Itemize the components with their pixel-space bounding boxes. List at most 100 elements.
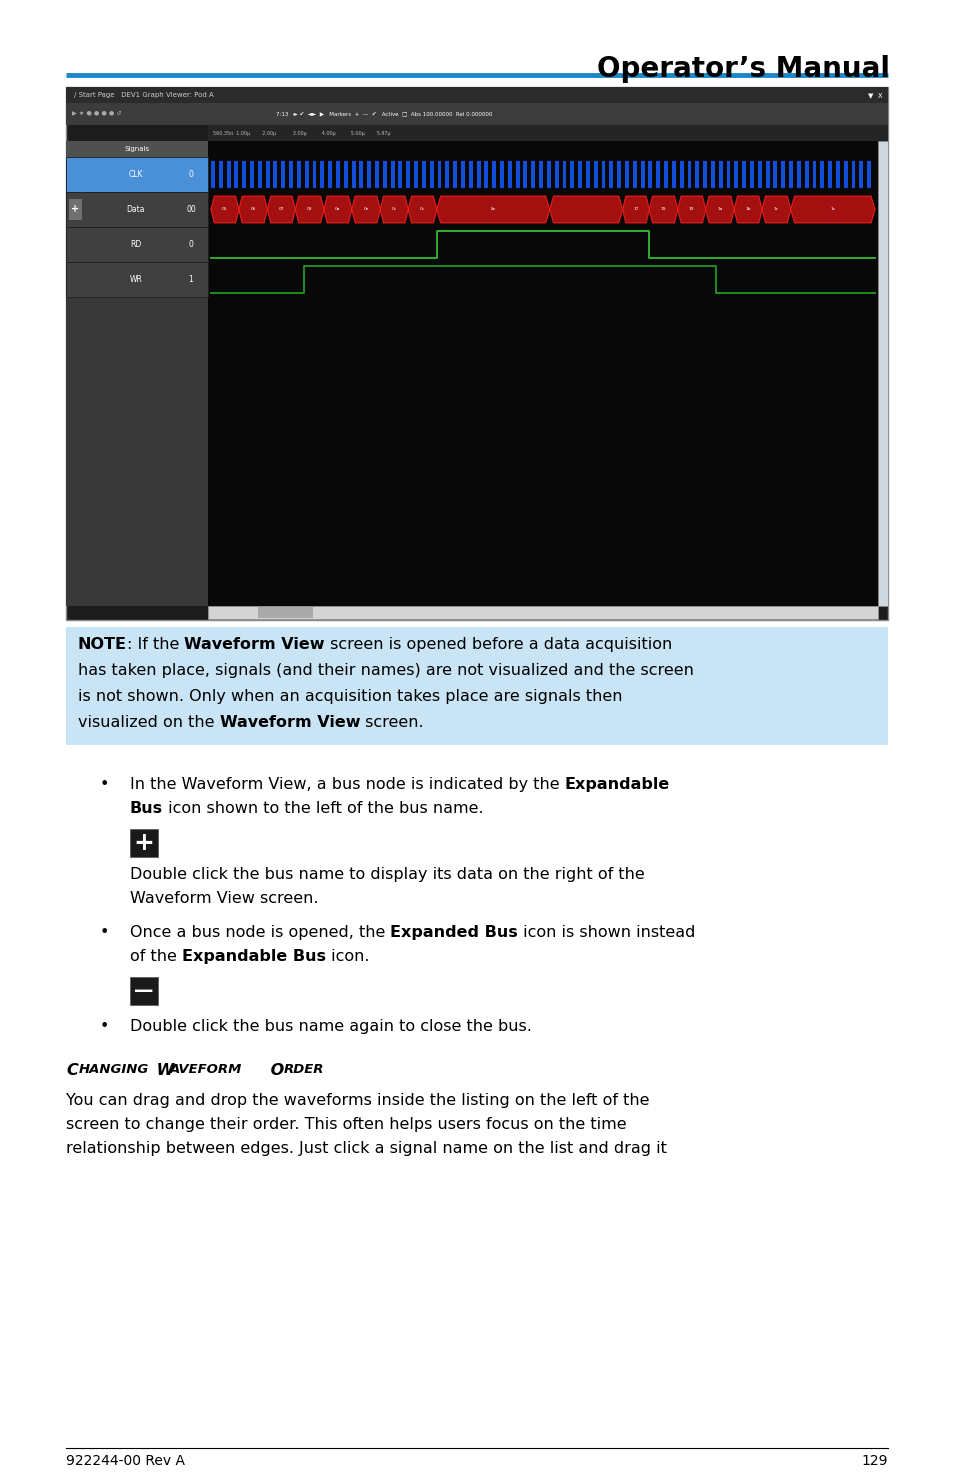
Polygon shape — [549, 196, 622, 223]
Text: You can drag and drop the waveforms inside the listing on the left of the: You can drag and drop the waveforms insi… — [66, 1093, 649, 1108]
Bar — [803, 161, 808, 187]
Bar — [304, 161, 309, 187]
Text: CLK: CLK — [129, 170, 143, 178]
Text: / Start Page   DEV1 Graph Viewer: Pod A: / Start Page DEV1 Graph Viewer: Pod A — [74, 91, 213, 97]
Text: has taken place, signals (and their names) are not visualized and the screen: has taken place, signals (and their name… — [78, 662, 693, 678]
Bar — [211, 161, 214, 187]
Bar — [546, 161, 550, 187]
Bar — [296, 161, 300, 187]
Bar — [523, 161, 527, 187]
Text: 0e: 0e — [363, 208, 369, 211]
Bar — [788, 161, 792, 187]
Bar — [234, 161, 238, 187]
Bar — [562, 161, 566, 187]
Text: screen.: screen. — [359, 715, 423, 730]
Bar — [507, 161, 511, 187]
Bar — [359, 161, 363, 187]
Text: 8z: 8z — [490, 208, 496, 211]
Bar — [242, 161, 246, 187]
Bar — [531, 161, 535, 187]
Bar — [66, 87, 887, 103]
Bar — [499, 161, 503, 187]
Bar — [601, 161, 605, 187]
Text: Expanded Bus: Expanded Bus — [390, 925, 517, 940]
Bar — [734, 161, 738, 187]
Bar — [710, 161, 714, 187]
Text: 1b: 1b — [744, 208, 750, 211]
Text: NOTE: NOTE — [78, 637, 127, 652]
Bar — [671, 161, 675, 187]
Bar — [749, 161, 753, 187]
Bar — [227, 161, 231, 187]
Bar — [208, 125, 887, 142]
Bar — [773, 161, 777, 187]
Bar — [570, 161, 574, 187]
Text: Waveform View: Waveform View — [219, 715, 359, 730]
Text: 17: 17 — [633, 208, 639, 211]
Text: screen is opened before a data acquisition: screen is opened before a data acquisiti… — [325, 637, 672, 652]
Bar — [757, 161, 760, 187]
Bar — [484, 161, 488, 187]
Bar — [460, 161, 464, 187]
Text: •: • — [100, 1019, 110, 1034]
Bar — [257, 161, 261, 187]
Polygon shape — [649, 196, 677, 223]
Text: 1: 1 — [189, 274, 193, 285]
Polygon shape — [267, 196, 295, 223]
Bar — [679, 161, 683, 187]
Bar — [468, 161, 472, 187]
Text: is not shown. Only when an acquisition takes place are signals then: is not shown. Only when an acquisition t… — [78, 689, 622, 704]
Bar — [208, 606, 877, 619]
Text: Once a bus node is opened, the: Once a bus node is opened, the — [130, 925, 390, 940]
Text: +: + — [133, 830, 154, 856]
Text: Expandable Bus: Expandable Bus — [182, 948, 326, 965]
Text: Data: Data — [127, 205, 145, 214]
Bar — [702, 161, 706, 187]
Bar — [842, 161, 847, 187]
Polygon shape — [211, 196, 238, 223]
Bar — [66, 227, 208, 263]
Bar — [835, 161, 839, 187]
Bar — [492, 161, 496, 187]
Bar — [781, 161, 784, 187]
Bar — [335, 161, 339, 187]
Bar — [130, 829, 158, 857]
Bar — [476, 161, 480, 187]
Text: Operator’s Manual: Operator’s Manual — [597, 55, 889, 83]
Bar — [367, 161, 371, 187]
Bar — [538, 161, 542, 187]
Bar — [320, 161, 324, 187]
Text: 1a: 1a — [717, 208, 721, 211]
Bar — [812, 161, 816, 187]
Text: 922244-00 Rev A: 922244-00 Rev A — [66, 1454, 185, 1468]
Text: 1c: 1c — [773, 208, 779, 211]
Bar — [218, 161, 222, 187]
Bar — [66, 192, 208, 227]
Polygon shape — [352, 196, 380, 223]
Bar — [421, 161, 425, 187]
Bar — [877, 142, 887, 606]
Bar — [343, 161, 347, 187]
Text: ▶ ★ ● ● ● ● ↺: ▶ ★ ● ● ● ● ↺ — [71, 112, 121, 117]
Bar — [414, 161, 417, 187]
Text: 129: 129 — [861, 1454, 887, 1468]
Text: Expandable: Expandable — [564, 777, 669, 792]
Text: 06: 06 — [250, 208, 255, 211]
Text: 1c: 1c — [829, 208, 835, 211]
Text: 00: 00 — [186, 205, 195, 214]
Bar — [554, 161, 558, 187]
Text: Signals: Signals — [124, 146, 150, 152]
Bar — [265, 161, 270, 187]
Polygon shape — [238, 196, 267, 223]
Polygon shape — [380, 196, 408, 223]
Bar — [851, 161, 855, 187]
Text: —: — — [134, 981, 153, 1000]
Bar — [437, 161, 441, 187]
Text: RDER: RDER — [284, 1063, 324, 1075]
Text: of the: of the — [130, 948, 182, 965]
Polygon shape — [408, 196, 436, 223]
Bar — [66, 142, 208, 606]
Text: 560.35n  1.00μ        2.00μ           3.00μ          4.00μ          5.00μ       : 560.35n 1.00μ 2.00μ 3.00μ 4.00μ 5.00μ — [213, 130, 390, 136]
Text: icon.: icon. — [326, 948, 369, 965]
Polygon shape — [436, 196, 549, 223]
